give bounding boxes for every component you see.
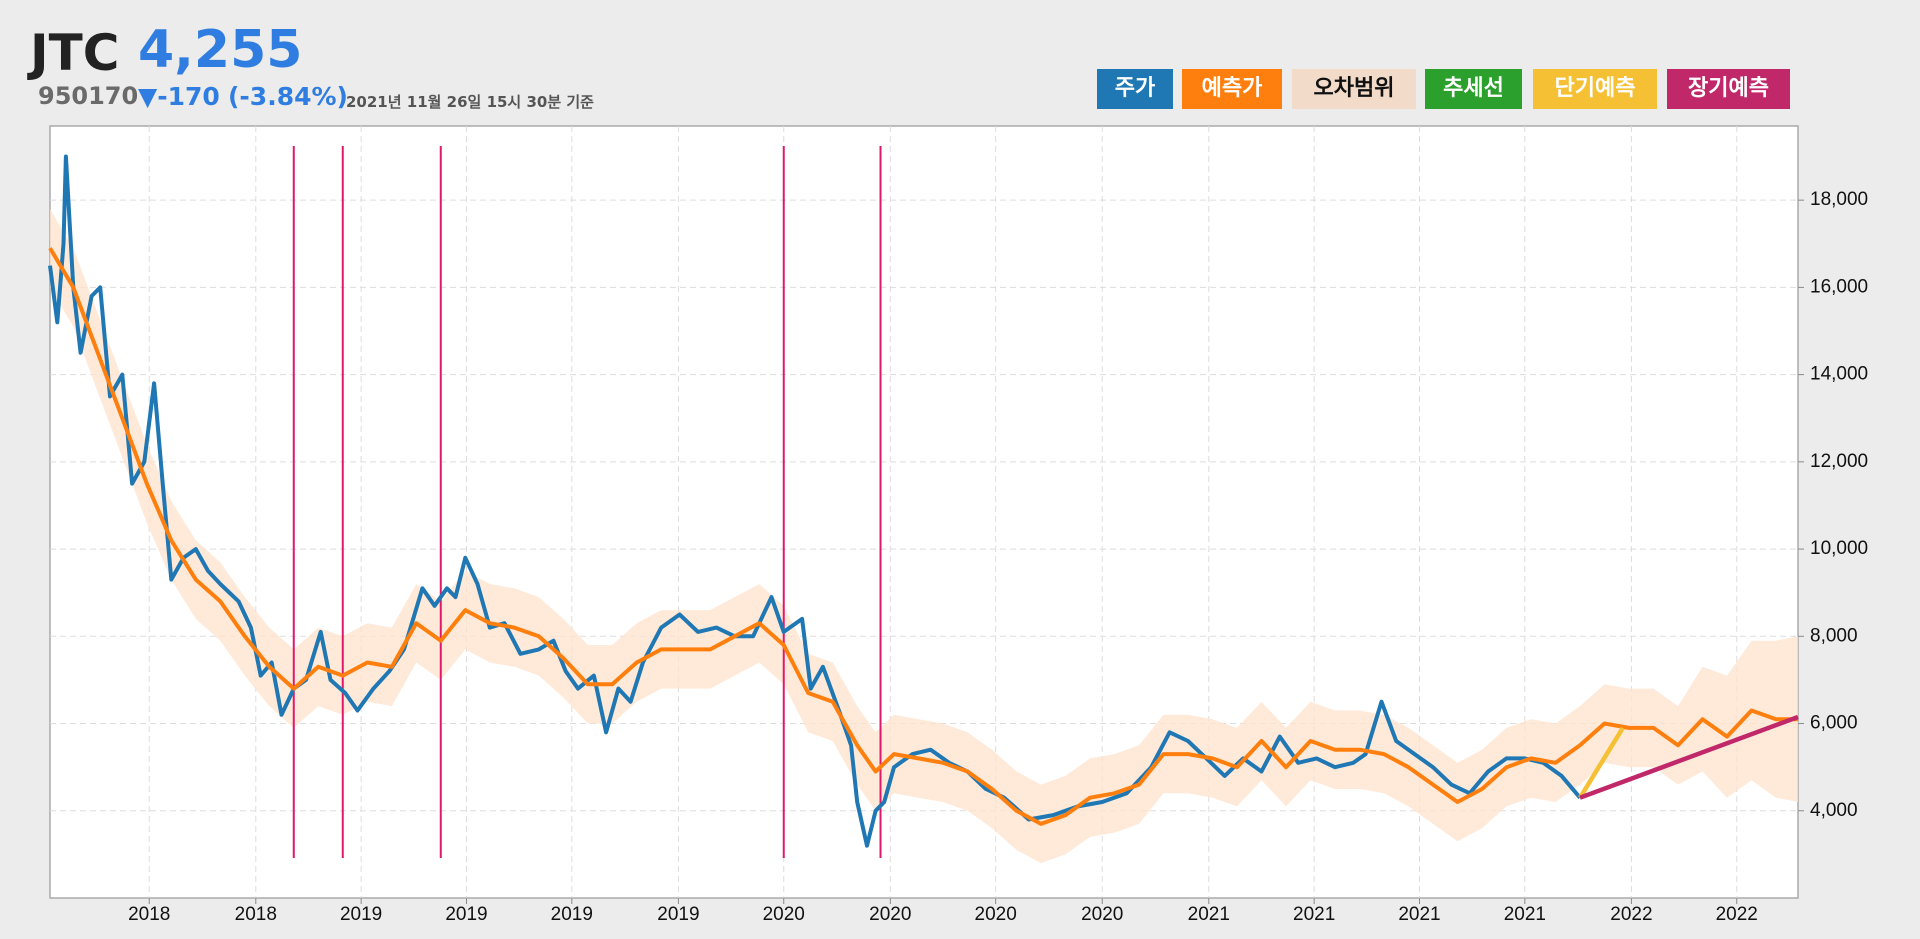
x-tick-label: 2019 [340, 904, 382, 925]
y-tick-label: 12,000 [1810, 451, 1868, 472]
legend-button[interactable]: 주가 [1097, 69, 1173, 109]
x-tick-label: 2020 [869, 904, 911, 925]
x-tick-label: 2020 [1081, 904, 1123, 925]
x-tick-label: 2020 [763, 904, 805, 925]
x-tick-label: 2022 [1716, 904, 1758, 925]
y-tick-label: 8,000 [1810, 625, 1858, 646]
stock-name: JTC [30, 24, 120, 82]
y-tick-label: 10,000 [1810, 538, 1868, 559]
x-tick-label: 2019 [445, 904, 487, 925]
series-line [1578, 726, 1625, 799]
series-line [1579, 714, 1799, 800]
x-tick-label: 2021 [1398, 904, 1440, 925]
legend-button[interactable]: 예측가 [1182, 69, 1282, 109]
y-tick-label: 6,000 [1810, 713, 1858, 734]
legend-button[interactable]: 장기예측 [1667, 69, 1790, 109]
x-tick-label: 2019 [657, 904, 699, 925]
x-tick-label: 2021 [1504, 904, 1546, 925]
x-tick-label: 2019 [551, 904, 593, 925]
error-band [50, 208, 1798, 864]
price: 4,255 [138, 20, 303, 80]
change: ▼-170 [138, 82, 220, 111]
x-tick-label: 2020 [975, 904, 1017, 925]
timestamp: 2021년 11월 26일 15시 30분 기준 [346, 93, 594, 111]
y-tick-label: 16,000 [1810, 276, 1868, 297]
series-line [48, 247, 1798, 826]
x-tick-label: 2022 [1610, 904, 1652, 925]
x-tick-label: 2021 [1188, 904, 1230, 925]
y-tick-label: 14,000 [1810, 364, 1868, 385]
code: 950170 [38, 82, 139, 110]
y-tick-label: 18,000 [1810, 189, 1868, 210]
change-pct: (-3.84%) [228, 82, 348, 111]
y-tick-label: 4,000 [1810, 800, 1858, 821]
x-tick-label: 2021 [1293, 904, 1335, 925]
legend-button[interactable]: 추세선 [1425, 69, 1522, 109]
legend-button[interactable]: 오차범위 [1292, 69, 1416, 109]
x-tick-label: 2018 [128, 904, 170, 925]
legend-button[interactable]: 단기예측 [1533, 69, 1657, 109]
series-line [48, 154, 1582, 848]
x-tick-label: 2018 [235, 904, 277, 925]
